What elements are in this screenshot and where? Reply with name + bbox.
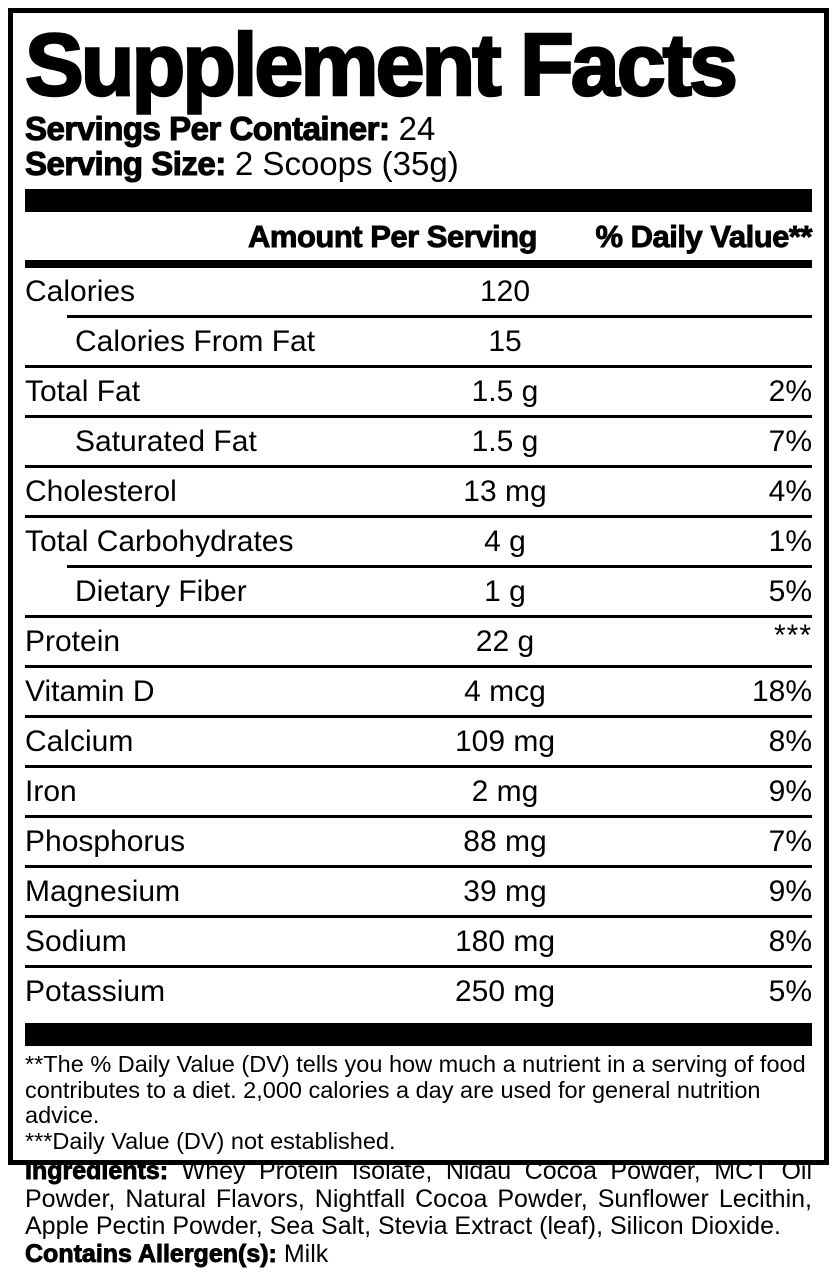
servings-per-container-value: 24 [398, 110, 436, 147]
ingredients-section: Ingredients: Whey Protein Isolate, Nidau… [25, 1157, 812, 1269]
nutrient-amount: 250 mg [454, 974, 556, 1008]
row-separator [25, 615, 812, 618]
table-row: Saturated Fat 1.5 g 7% [25, 418, 812, 465]
ingredients-label: Ingredients: [25, 1157, 169, 1185]
nutrient-daily-value: 9% [768, 874, 812, 908]
allergen-value: Milk [283, 1239, 329, 1268]
table-row: Total Carbohydrates 4 g 1% [25, 518, 812, 565]
header-divider [25, 260, 812, 268]
footnotes: **The % Daily Value (DV) tells you how m… [25, 1051, 812, 1154]
table-row: Calories 120 [25, 268, 812, 315]
nutrient-daily-value: 7% [768, 424, 812, 458]
table-row: Magnesium 39 mg 9% [25, 868, 812, 915]
ingredients-text: Ingredients: Whey Protein Isolate, Nidau… [25, 1157, 812, 1241]
nutrient-daily-value: 8% [768, 724, 812, 758]
nutrient-name: Sodium [25, 924, 127, 958]
table-row: Phosphorus 88 mg 7% [25, 818, 812, 865]
nutrient-name: Vitamin D [25, 674, 155, 708]
nutrient-name: Protein [25, 624, 121, 658]
nutrient-daily-value: 8% [768, 924, 812, 958]
supplement-facts-panel: Supplement Facts Servings Per Container:… [8, 8, 829, 1165]
row-separator [25, 965, 812, 968]
table-row: Sodium 180 mg 8% [25, 918, 812, 965]
row-separator [25, 415, 812, 418]
servings-per-container-label: Servings Per Container: [24, 110, 390, 147]
nutrient-name: Total Fat [25, 374, 141, 408]
servings-per-container-line: Servings Per Container: 24 [24, 110, 812, 147]
table-row: Potassium 250 mg 5% [25, 968, 812, 1015]
nutrient-daily-value: 5% [768, 974, 812, 1008]
ingredients-list: Whey Protein Isolate, Nidau Cocoa Powder… [25, 1157, 812, 1240]
nutrient-daily-value: 7% [768, 824, 812, 858]
nutrient-name: Total Carbohydrates [25, 524, 294, 558]
row-separator [25, 665, 812, 668]
nutrient-amount: 120 [479, 274, 531, 308]
amount-per-serving-header: Amount Per Serving [248, 219, 538, 255]
nutrient-name: Magnesium [25, 874, 181, 908]
nutrient-daily-value: 4% [768, 474, 812, 508]
serving-size-line: Serving Size: 2 Scoops (35g) [24, 145, 812, 182]
row-separator [25, 465, 812, 468]
row-separator [67, 315, 812, 318]
allergen-label: Contains Allergen(s): [25, 1239, 278, 1268]
nutrient-daily-value: 5% [768, 574, 812, 608]
daily-value-header: % Daily Value** [595, 219, 813, 255]
nutrient-amount: 1.5 g [471, 374, 539, 408]
allergen-text: Contains Allergen(s): Milk [25, 1239, 812, 1269]
table-row: Cholesterol 13 mg 4% [25, 468, 812, 515]
row-separator [25, 865, 812, 868]
table-row: Vitamin D 4 mcg 18% [25, 668, 812, 715]
nutrient-amount: 2 mg [471, 774, 539, 808]
nutrient-amount: 22 g [475, 624, 535, 658]
nutrient-daily-value: 1% [768, 524, 812, 558]
thick-divider-bottom [25, 1023, 812, 1046]
table-row: Total Fat 1.5 g 2% [25, 368, 812, 415]
nutrient-amount: 109 mg [454, 724, 556, 758]
table-header-row: Amount Per Serving % Daily Value** [25, 212, 813, 260]
nutrient-name: Iron [25, 774, 77, 808]
nutrient-daily-value: 9% [768, 774, 812, 808]
nutrient-daily-value: *** [773, 619, 812, 652]
row-separator [25, 765, 812, 768]
serving-size-value: 2 Scoops (35g) [234, 145, 459, 182]
nutrient-amount: 88 mg [463, 824, 547, 858]
nutrient-name: Potassium [25, 974, 166, 1008]
nutrient-name: Calcium [25, 724, 134, 758]
row-separator [25, 915, 812, 918]
nutrient-daily-value: 2% [768, 374, 812, 408]
nutrient-name: Cholesterol [25, 474, 177, 508]
table-row: Iron 2 mg 9% [25, 768, 812, 815]
row-separator [67, 565, 812, 568]
nutrient-amount: 13 mg [463, 474, 547, 508]
nutrient-name: Phosphorus [25, 824, 186, 858]
nutrient-name: Calories [25, 274, 136, 308]
table-row: Calories From Fat 15 [25, 318, 812, 365]
nutrient-amount: 180 mg [454, 924, 556, 958]
not-established-footnote: ***Daily Value (DV) not established. [25, 1127, 396, 1154]
nutrient-amount: 1.5 g [471, 424, 539, 458]
panel-title: Supplement Facts [24, 15, 739, 114]
table-row: Calcium 109 mg 8% [25, 718, 812, 765]
serving-size-label: Serving Size: [24, 145, 226, 182]
row-separator [25, 365, 812, 368]
nutrient-amount: 39 mg [463, 874, 547, 908]
nutrient-name: Dietary Fiber [75, 574, 247, 608]
nutrient-name: Calories From Fat [75, 324, 316, 358]
nutrient-amount: 4 g [484, 524, 526, 558]
nutrient-daily-value: 18% [751, 674, 812, 708]
nutrient-amount: 1 g [484, 574, 526, 608]
nutrient-name: Saturated Fat [75, 424, 257, 458]
row-separator [25, 515, 812, 518]
table-row: Protein 22 g *** [25, 618, 812, 665]
nutrient-amount: 4 mcg [464, 674, 546, 708]
row-separator [25, 715, 812, 718]
daily-value-footnote: **The % Daily Value (DV) tells you how m… [25, 1051, 806, 1128]
row-separator [25, 815, 812, 818]
table-row: Dietary Fiber 1 g 5% [25, 568, 812, 615]
nutrient-amount: 15 [488, 324, 522, 358]
thick-divider-top [25, 189, 812, 212]
nutrient-table: Calories 120 Calories From Fat 15 Total … [25, 268, 812, 1015]
